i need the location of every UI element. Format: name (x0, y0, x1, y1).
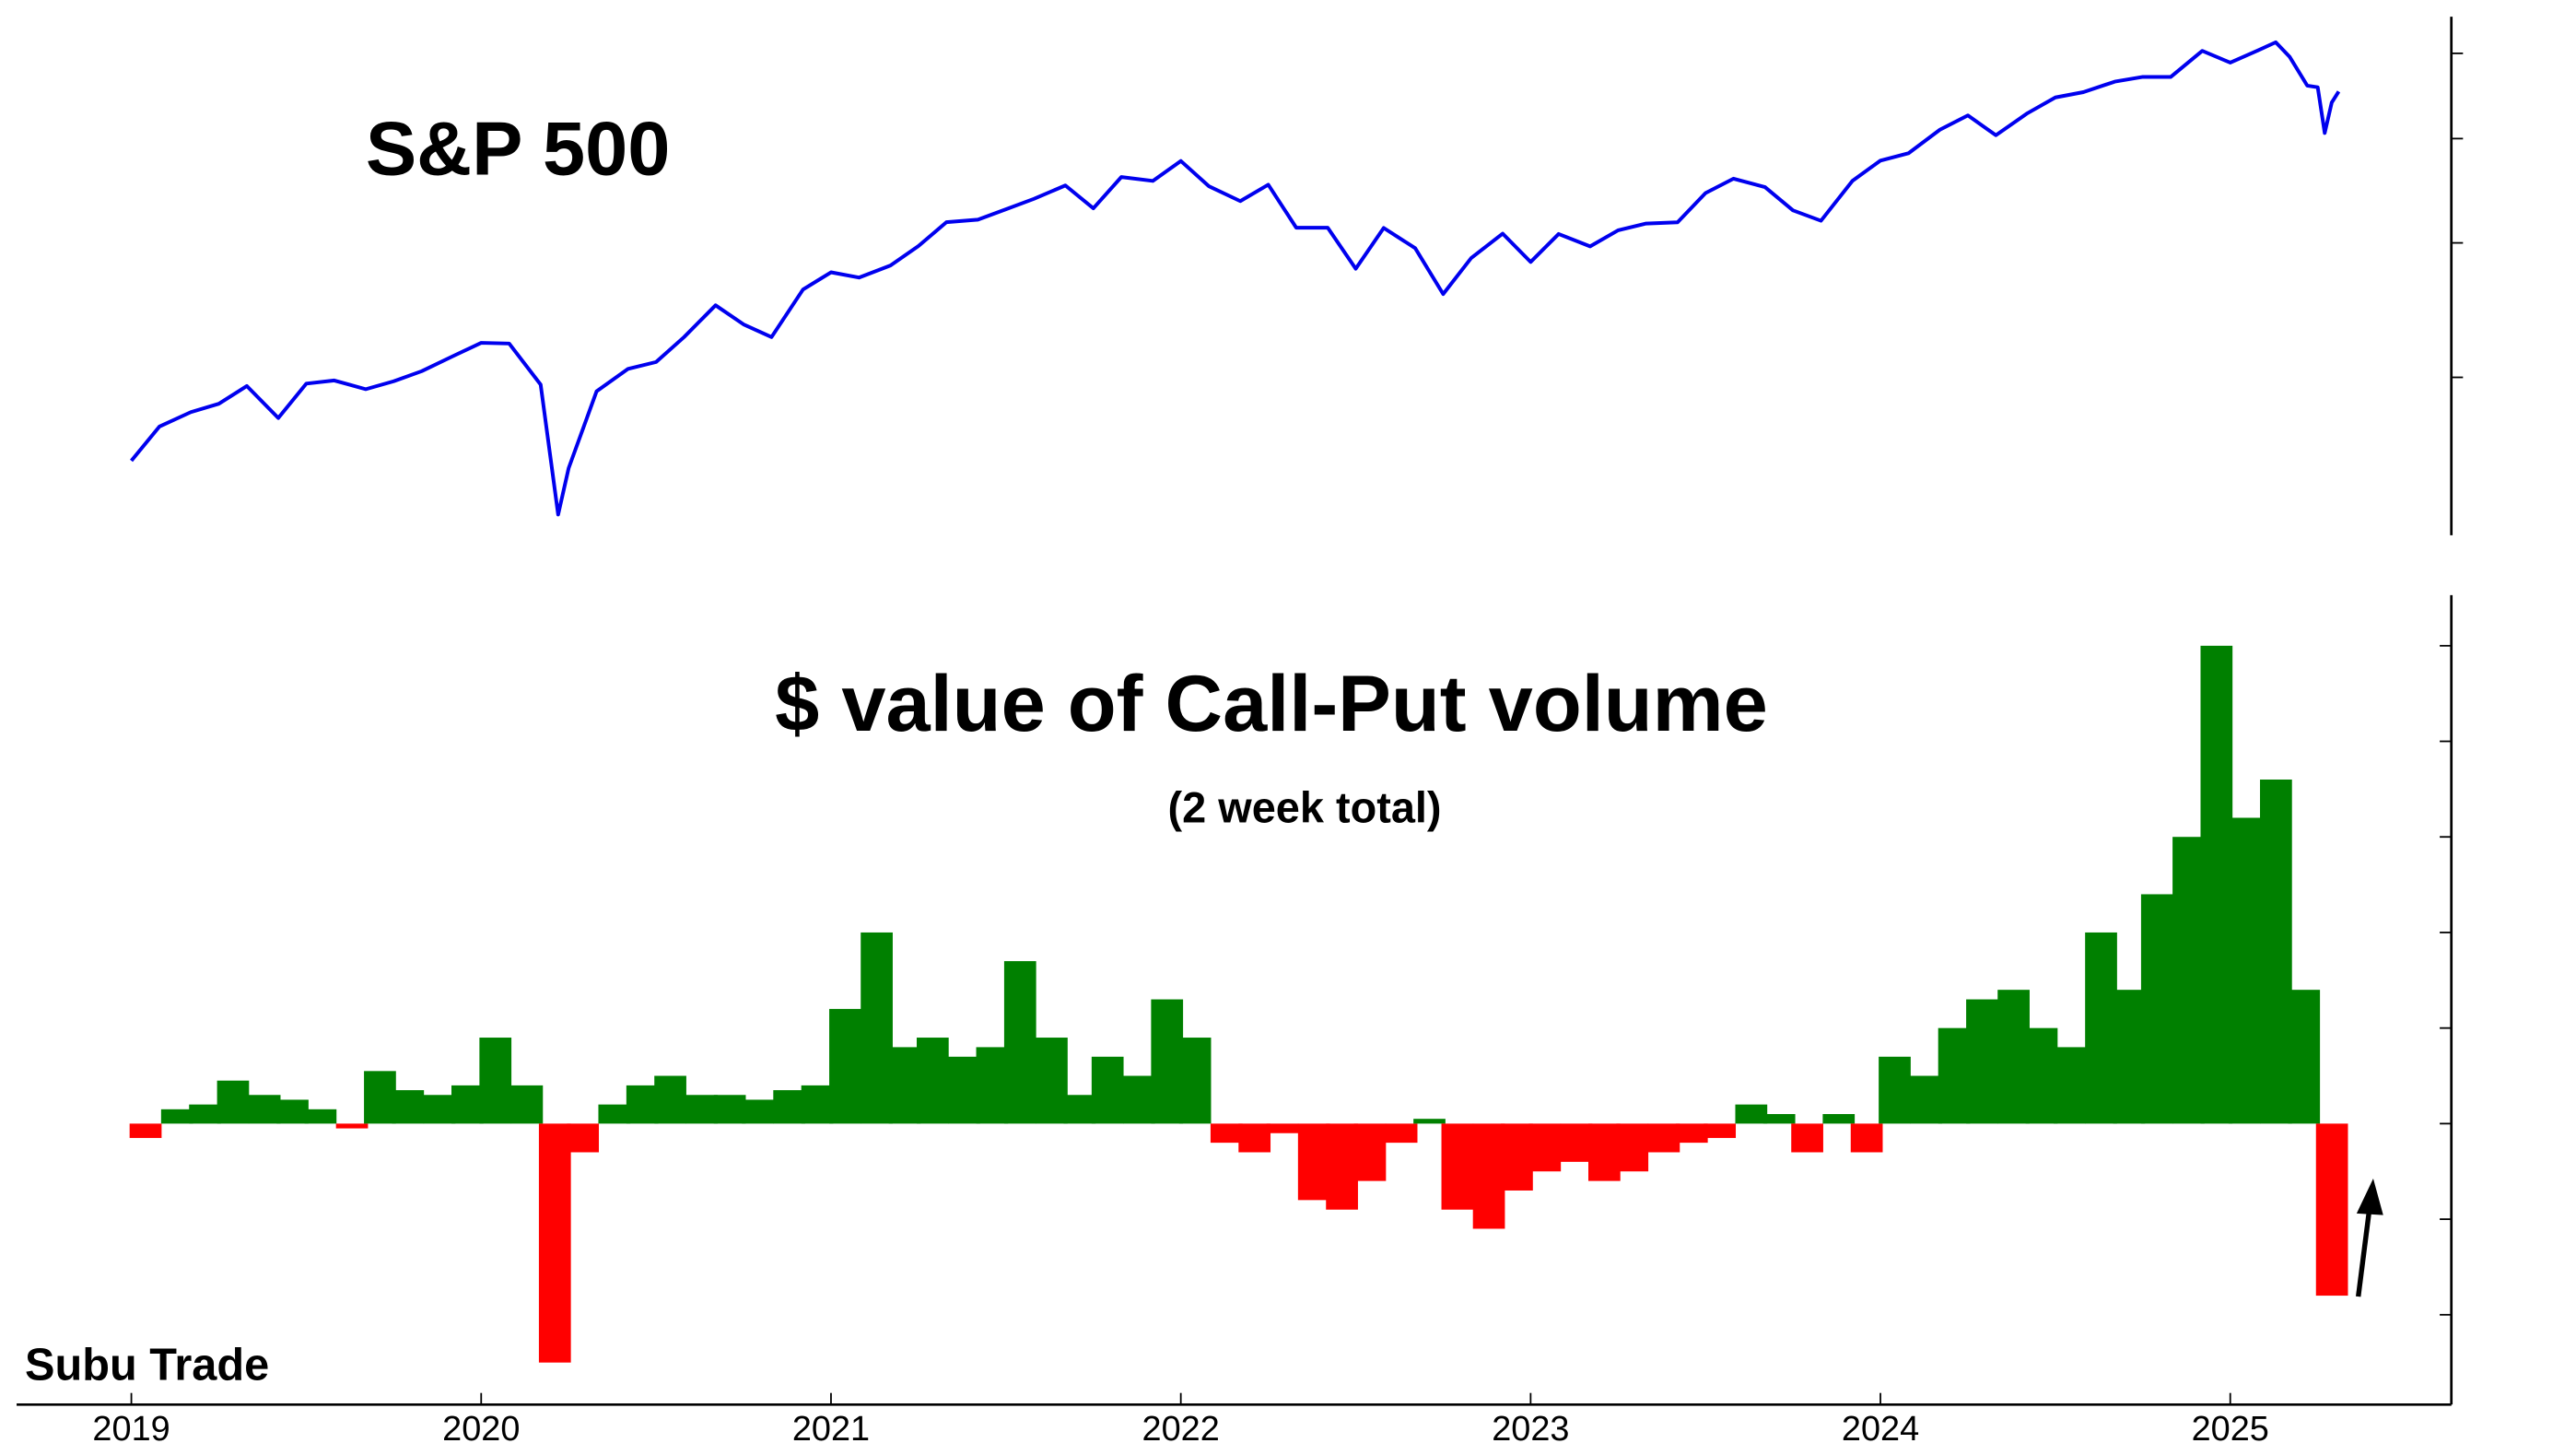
bar (538, 1123, 571, 1363)
bar (685, 1095, 719, 1124)
x-tick-label: 2023 (1492, 1410, 1569, 1449)
bar (2200, 645, 2233, 1124)
bar (829, 1008, 861, 1124)
bar (2140, 894, 2173, 1124)
x-tick-label: 2025 (2192, 1410, 2269, 1449)
bar (1472, 1123, 1505, 1229)
bar (304, 1109, 337, 1124)
bar (1850, 1123, 1883, 1153)
bar (773, 1090, 806, 1124)
bar-title: $ value of Call-Put volume (775, 660, 1768, 748)
bar (916, 1038, 949, 1124)
bar (1997, 990, 2030, 1124)
bar (1735, 1104, 1768, 1124)
bar (1353, 1123, 1387, 1181)
bar (1297, 1123, 1330, 1201)
bar (1966, 999, 1998, 1124)
line-title: S&P 500 (366, 106, 671, 192)
bar-subtitle: (2 week total) (1168, 784, 1442, 832)
bar (1266, 1123, 1299, 1133)
bar (217, 1080, 250, 1124)
bar (1441, 1123, 1474, 1210)
bar (2053, 1047, 2086, 1124)
bar (248, 1095, 281, 1124)
arrow (2356, 1178, 2383, 1297)
bar (654, 1075, 686, 1124)
bar (1385, 1123, 1418, 1144)
bar (1003, 961, 1036, 1124)
bar (1178, 1038, 1212, 1124)
bar (567, 1123, 600, 1153)
bar (2315, 1123, 2348, 1297)
bar (1501, 1123, 1533, 1191)
bar (1879, 1056, 1911, 1124)
bar (1791, 1123, 1823, 1153)
watermark: Subu Trade (25, 1340, 269, 1390)
bar (598, 1104, 631, 1124)
bar (1822, 1114, 1856, 1124)
bar (976, 1047, 1009, 1124)
bar (423, 1095, 456, 1124)
bar (1560, 1123, 1593, 1162)
bar (1063, 1095, 1096, 1124)
bar (1647, 1123, 1680, 1153)
bar (276, 1099, 309, 1124)
bar (335, 1123, 369, 1129)
bar (1036, 1038, 1068, 1124)
bar (2260, 779, 2292, 1124)
bar (1938, 1027, 1971, 1124)
bar (1616, 1123, 1649, 1172)
x-tick-label: 2019 (92, 1410, 170, 1449)
bar (713, 1095, 746, 1124)
bar (1151, 999, 1184, 1124)
bar (1091, 1056, 1124, 1124)
bar (1910, 1075, 1943, 1124)
bar (742, 1099, 774, 1124)
bar (2113, 990, 2146, 1124)
bar (129, 1123, 162, 1138)
bar (2172, 837, 2205, 1124)
bar (451, 1085, 484, 1124)
bar (1588, 1123, 1621, 1181)
bar (948, 1056, 980, 1124)
bar (888, 1047, 921, 1124)
bar (2025, 1027, 2058, 1124)
bar (1704, 1123, 1737, 1138)
bar (2228, 817, 2261, 1124)
bar (1210, 1123, 1243, 1144)
bar (1238, 1123, 1271, 1153)
x-tick-label: 2024 (1842, 1410, 1919, 1449)
x-tick-label: 2020 (442, 1410, 520, 1449)
bar (160, 1109, 193, 1124)
bar (626, 1085, 659, 1124)
x-tick-label: 2022 (1142, 1410, 1220, 1449)
bar (2085, 932, 2117, 1124)
bar (392, 1090, 425, 1124)
bar (801, 1085, 834, 1124)
bar (364, 1071, 396, 1124)
bar (1413, 1119, 1446, 1124)
bar (189, 1104, 221, 1124)
bar (1326, 1123, 1358, 1210)
bar (479, 1038, 512, 1124)
bar (861, 932, 893, 1124)
price-line (130, 40, 2341, 517)
x-tick-label: 2021 (792, 1410, 870, 1449)
bar (2288, 990, 2321, 1124)
bar (510, 1085, 544, 1124)
bar (1528, 1123, 1562, 1172)
bar (1123, 1075, 1155, 1124)
bar (1675, 1123, 1708, 1144)
bar (1762, 1114, 1796, 1124)
